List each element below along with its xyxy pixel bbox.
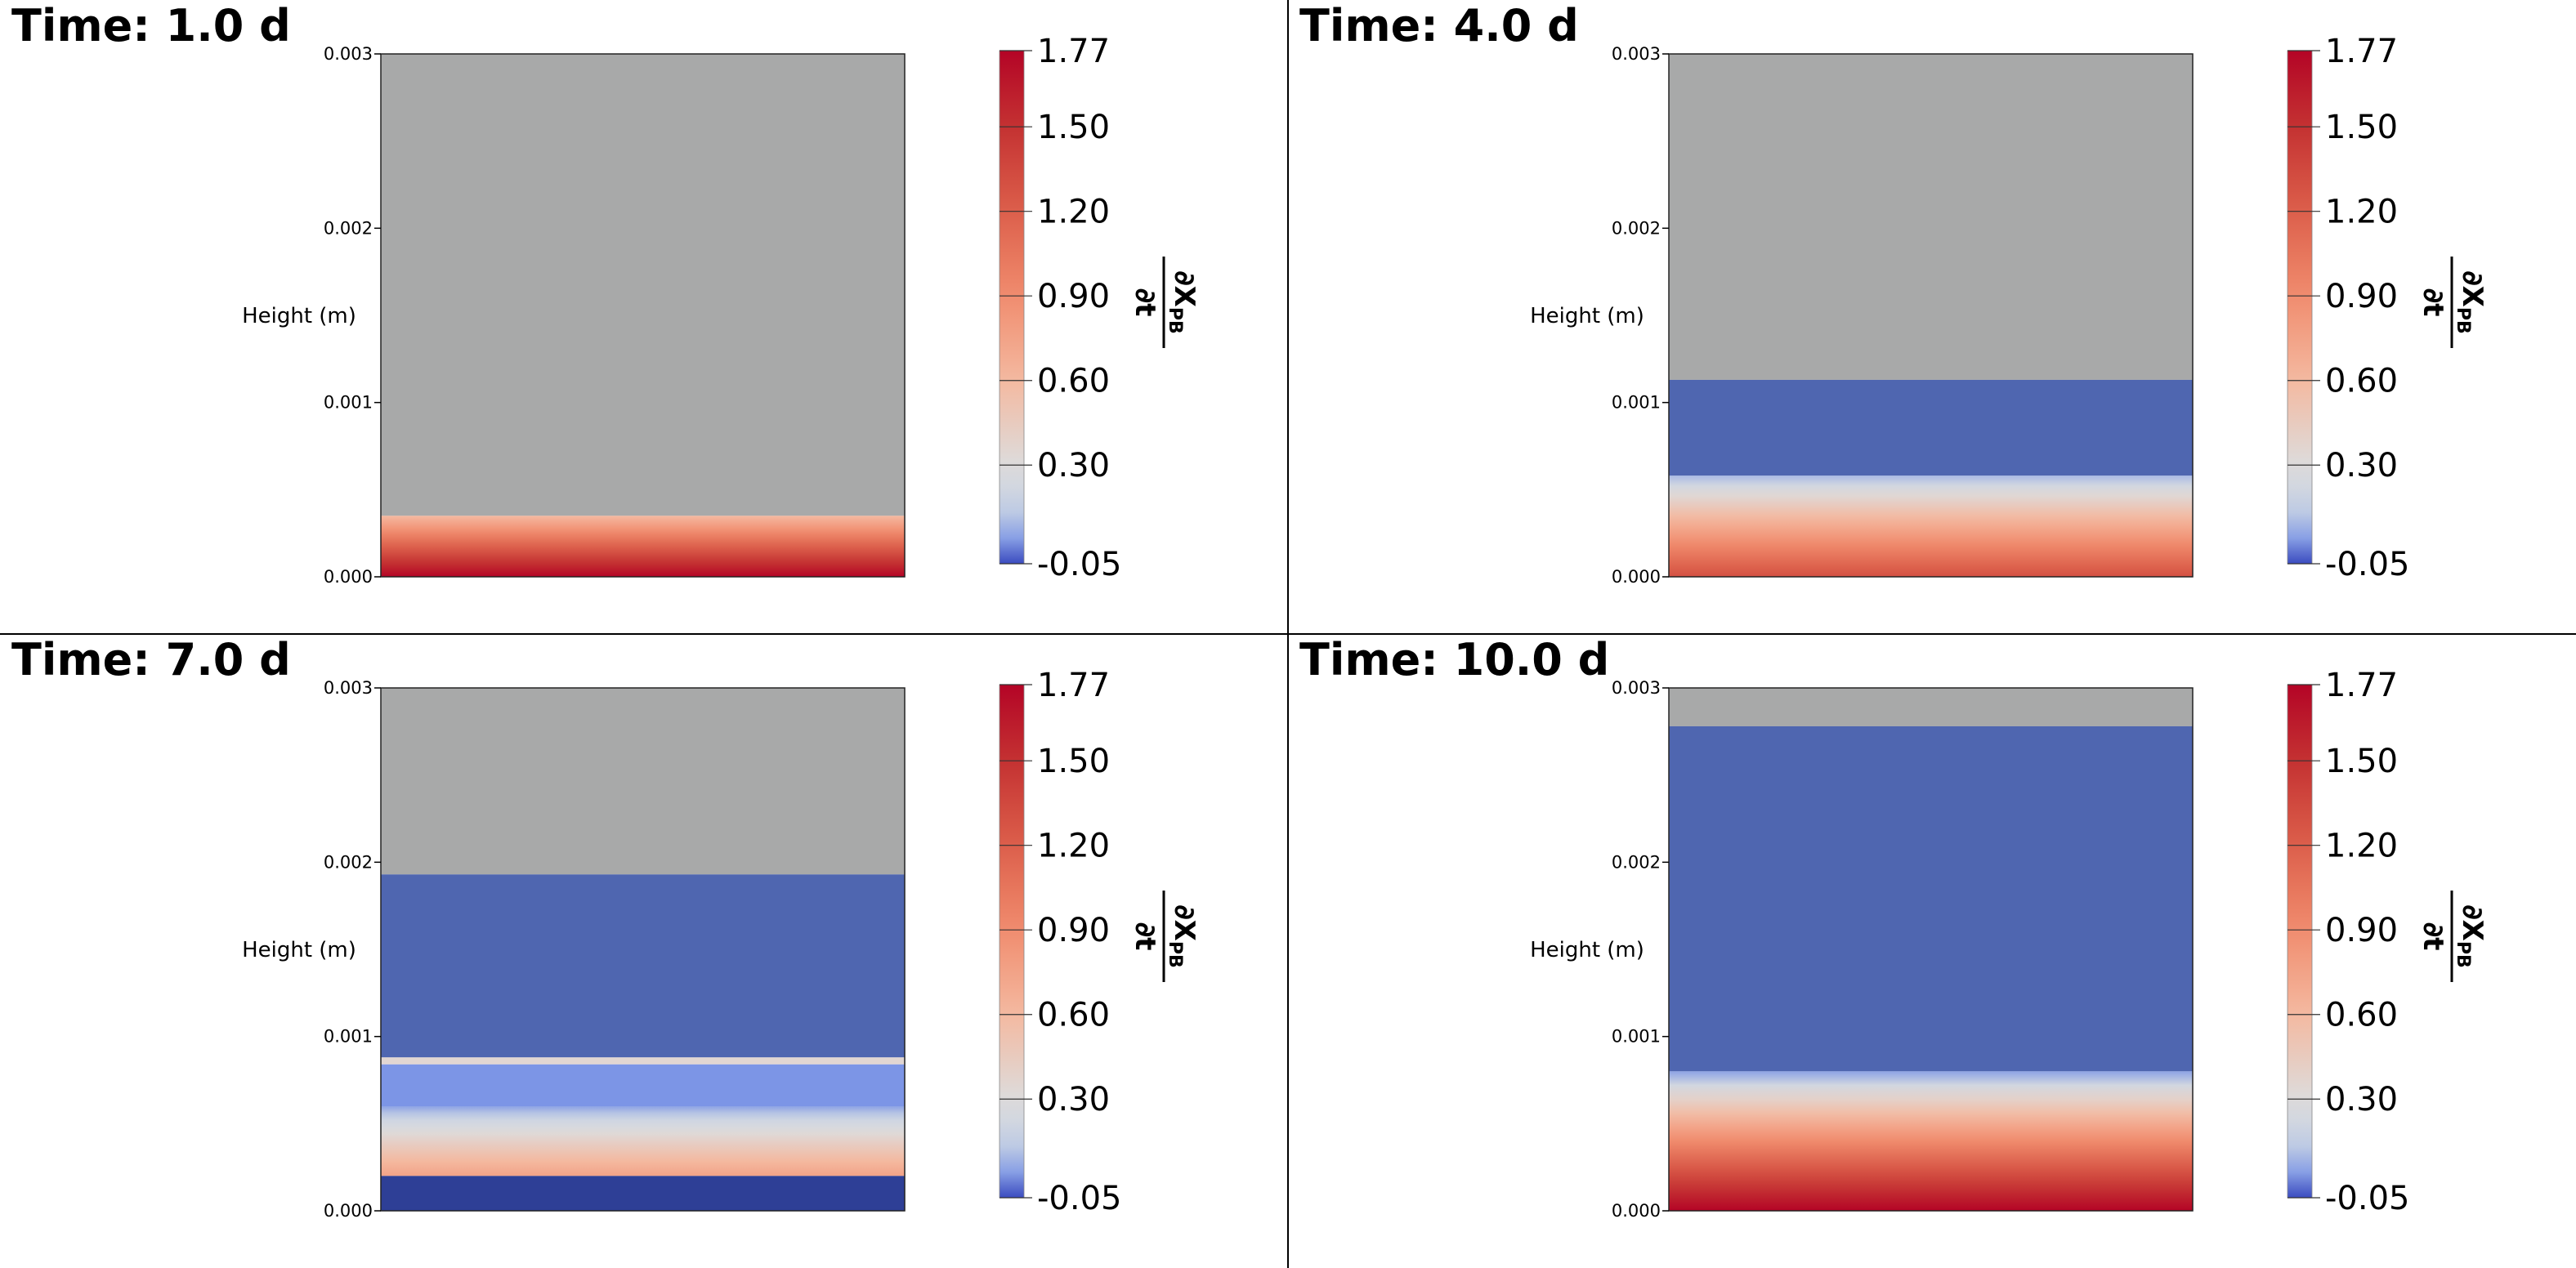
heatmap-layer-dark xyxy=(381,1176,905,1211)
y-tick-label: 0.001 xyxy=(324,1027,373,1047)
heatmap-layer-value xyxy=(1669,379,2193,476)
colorbar-tick-label: 1.50 xyxy=(1037,743,1110,780)
horizontal-divider xyxy=(0,633,2576,635)
colorbar-tick-label: 0.30 xyxy=(2325,447,2398,484)
y-tick-label: 0.000 xyxy=(1612,1201,1661,1221)
heatmap-layer-value xyxy=(381,874,905,1058)
chart-panel-1: Time: 1.0 d 0.000 0.001 0.002 0.003 Height (m… xyxy=(0,0,1288,634)
colorbar-tick-label: 1.20 xyxy=(2325,194,2398,231)
y-tick-label: 0.003 xyxy=(324,44,373,64)
heatmap-svg: 0.000 0.001 0.002 0.003 Height (m) 1.77 1.50 1.… xyxy=(242,33,1201,587)
colorbar-tick-label: 0.90 xyxy=(1037,278,1110,315)
heatmap-layer-value xyxy=(381,1057,905,1065)
heatmap-layer-value xyxy=(1669,726,2193,1072)
colorbar-label-denominator: ∂t xyxy=(1129,288,1161,317)
heatmap-layer-gray xyxy=(381,688,905,875)
y-axis-label: Height (m) xyxy=(242,938,356,962)
heatmap-layer-gray xyxy=(1669,54,2193,380)
colorbar-label-denominator: ∂t xyxy=(2417,922,2449,951)
y-tick-label: 0.002 xyxy=(1612,852,1661,872)
colorbar-tick-label: 0.90 xyxy=(2325,278,2398,315)
colorbar xyxy=(999,684,1025,1199)
colorbar-tick-label: -0.05 xyxy=(2325,546,2410,583)
colorbar-tick-label: 1.50 xyxy=(1037,109,1110,146)
colorbar-label-denominator: ∂t xyxy=(2417,288,2449,317)
heatmap-svg: 0.000 0.001 0.002 0.003 Height (m) 1.77 1.50 1.… xyxy=(242,667,1201,1221)
y-axis-label: Height (m) xyxy=(1530,938,1644,962)
colorbar-tick-label: 1.77 xyxy=(1037,667,1110,704)
heatmap-svg: 0.000 0.001 0.002 0.003 Height (m) 1.77 1.50 1.… xyxy=(1530,33,2489,587)
colorbar-tick-label: 0.90 xyxy=(1037,912,1110,949)
colorbar-tick-label: 1.50 xyxy=(2325,109,2398,146)
y-tick-label: 0.002 xyxy=(324,218,373,238)
heatmap-layer-gradient xyxy=(1669,1071,2193,1211)
y-tick-label: 0.000 xyxy=(324,1201,373,1221)
heatmap-layer-gray xyxy=(381,54,905,516)
y-tick-label: 0.002 xyxy=(324,852,373,872)
colorbar-tick-label: -0.05 xyxy=(1037,546,1122,583)
colorbar-tick-label: 1.77 xyxy=(2325,667,2398,704)
y-tick-label: 0.000 xyxy=(324,567,373,587)
chart-panel-3: Time: 7.0 d 0.000 0.001 0.002 0.003 Height (m… xyxy=(0,634,1288,1268)
colorbar-label: ∂XPB∂t xyxy=(1129,257,1201,348)
colorbar-tick-label: 0.60 xyxy=(2325,997,2398,1034)
colorbar-label: ∂XPB∂t xyxy=(2417,257,2489,348)
heatmap-layer-value xyxy=(381,1064,905,1106)
y-tick-label: 0.003 xyxy=(324,678,373,698)
colorbar-tick-label: 0.60 xyxy=(1037,997,1110,1034)
colorbar-tick-label: -0.05 xyxy=(1037,1180,1122,1217)
panel-time-title: Time: 1.0 d xyxy=(11,0,291,51)
colorbar-tick-label: 1.77 xyxy=(2325,33,2398,70)
colorbar-label-numerator: ∂XPB xyxy=(1165,904,1201,968)
colorbar-tick-label: 0.30 xyxy=(1037,447,1110,484)
y-tick-label: 0.002 xyxy=(1612,218,1661,238)
colorbar-label-numerator: ∂XPB xyxy=(1165,270,1201,334)
colorbar-tick-label: 1.20 xyxy=(1037,194,1110,231)
y-axis-label: Height (m) xyxy=(1530,304,1644,328)
panel-time-title: Time: 10.0 d xyxy=(1299,634,1610,685)
y-tick-label: 0.001 xyxy=(324,393,373,413)
plot-frame xyxy=(380,687,906,1212)
chart-panel-4: Time: 10.0 d 0.000 0.001 0.002 0.003 Height (… xyxy=(1288,634,2576,1268)
colorbar-tick-label: 0.60 xyxy=(2325,363,2398,400)
colorbar-tick-label: 1.20 xyxy=(2325,828,2398,865)
heatmap-svg: 0.000 0.001 0.002 0.003 Height (m) 1.77 1.50 1.… xyxy=(1530,667,2489,1221)
panel-time-title: Time: 7.0 d xyxy=(11,634,291,685)
plot-frame xyxy=(380,53,906,578)
colorbar-label-denominator: ∂t xyxy=(1129,922,1161,951)
heatmap-layer-gradient xyxy=(381,1106,905,1176)
plot-frame xyxy=(1668,687,2194,1212)
y-axis-label: Height (m) xyxy=(242,304,356,328)
colorbar-label: ∂XPB∂t xyxy=(2417,891,2489,982)
colorbar-tick-label: 1.20 xyxy=(1037,828,1110,865)
colorbar-tick-label: -0.05 xyxy=(2325,1180,2410,1217)
heatmap-layer-gray xyxy=(1669,688,2193,726)
colorbar-label-numerator: ∂XPB xyxy=(2453,270,2489,334)
y-tick-label: 0.001 xyxy=(1612,393,1661,413)
colorbar-tick-label: 0.30 xyxy=(1037,1081,1110,1118)
y-tick-label: 0.003 xyxy=(1612,678,1661,698)
colorbar xyxy=(2287,684,2313,1199)
y-tick-label: 0.003 xyxy=(1612,44,1661,64)
colorbar-tick-label: 1.77 xyxy=(1037,33,1110,70)
colorbar-tick-label: 0.60 xyxy=(1037,363,1110,400)
heatmap-layer-gradient xyxy=(381,516,905,577)
colorbar xyxy=(2287,50,2313,565)
colorbar-tick-label: 0.90 xyxy=(2325,912,2398,949)
colorbar-label-numerator: ∂XPB xyxy=(2453,904,2489,968)
chart-panel-2: Time: 4.0 d 0.000 0.001 0.002 0.003 Height (m… xyxy=(1288,0,2576,634)
y-tick-label: 0.001 xyxy=(1612,1027,1661,1047)
colorbar-tick-label: 0.30 xyxy=(2325,1081,2398,1118)
panel-time-title: Time: 4.0 d xyxy=(1299,0,1579,51)
colorbar xyxy=(999,50,1025,565)
colorbar-tick-label: 1.50 xyxy=(2325,743,2398,780)
plot-frame xyxy=(1668,53,2194,578)
y-tick-label: 0.000 xyxy=(1612,567,1661,587)
heatmap-layer-gradient xyxy=(1669,476,2193,577)
colorbar-label: ∂XPB∂t xyxy=(1129,891,1201,982)
